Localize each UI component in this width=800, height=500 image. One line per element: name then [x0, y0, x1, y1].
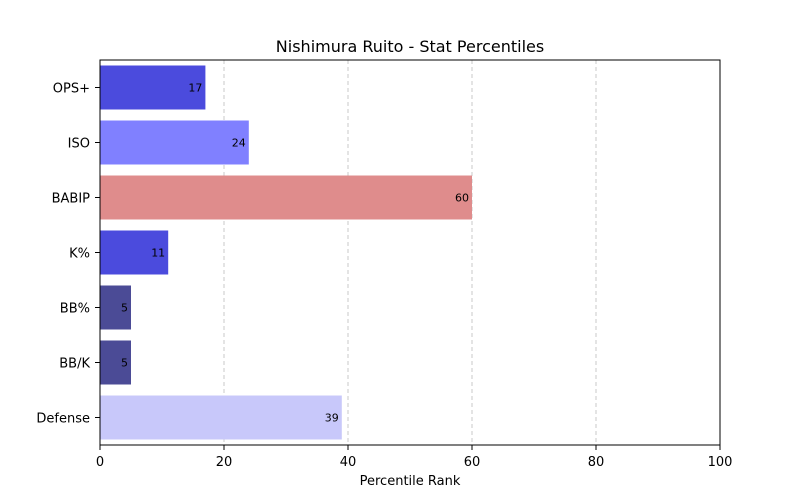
bar — [100, 175, 472, 220]
chart-title: Nishimura Ruito - Stat Percentiles — [276, 37, 544, 56]
x-tick-label: 40 — [340, 455, 357, 470]
bar — [100, 285, 131, 330]
bar-value-label: 5 — [121, 357, 128, 370]
bar-value-label: 11 — [151, 247, 165, 260]
bar-value-label: 24 — [232, 137, 246, 150]
y-tick-label: BB% — [60, 302, 90, 317]
bar-value-label: 60 — [455, 192, 469, 205]
grid-lines — [223, 60, 597, 445]
bar-value-label: 17 — [188, 82, 202, 95]
x-tick-label: 60 — [464, 455, 481, 470]
y-tick-label: OPS+ — [53, 82, 90, 97]
y-tick-label: Defense — [36, 412, 90, 427]
y-axis-ticks: OPS+ ISO BABIP K% BB% BB/K Defense — [36, 82, 100, 427]
bar — [100, 395, 342, 440]
x-tick-label: 0 — [96, 455, 104, 470]
bar — [100, 340, 131, 385]
y-tick-label: ISO — [68, 137, 90, 152]
plot-area-frame — [99, 59, 721, 446]
y-tick-label: K% — [69, 247, 90, 262]
y-tick-label: BB/K — [59, 357, 90, 372]
bar-value-label: 39 — [325, 412, 339, 425]
x-tick-label: 80 — [588, 455, 605, 470]
x-tick-label: 20 — [216, 455, 233, 470]
bar — [100, 230, 169, 275]
bar-value-label: 5 — [121, 302, 128, 315]
x-axis-label: Percentile Rank — [360, 474, 461, 489]
x-tick-label: 100 — [708, 455, 733, 470]
bars: 17 24 60 11 5 5 39 — [100, 65, 472, 440]
bar — [100, 120, 249, 165]
y-tick-label: BABIP — [52, 192, 91, 207]
x-axis-ticks: 0 20 40 60 80 100 — [96, 445, 733, 470]
bar — [100, 65, 206, 110]
